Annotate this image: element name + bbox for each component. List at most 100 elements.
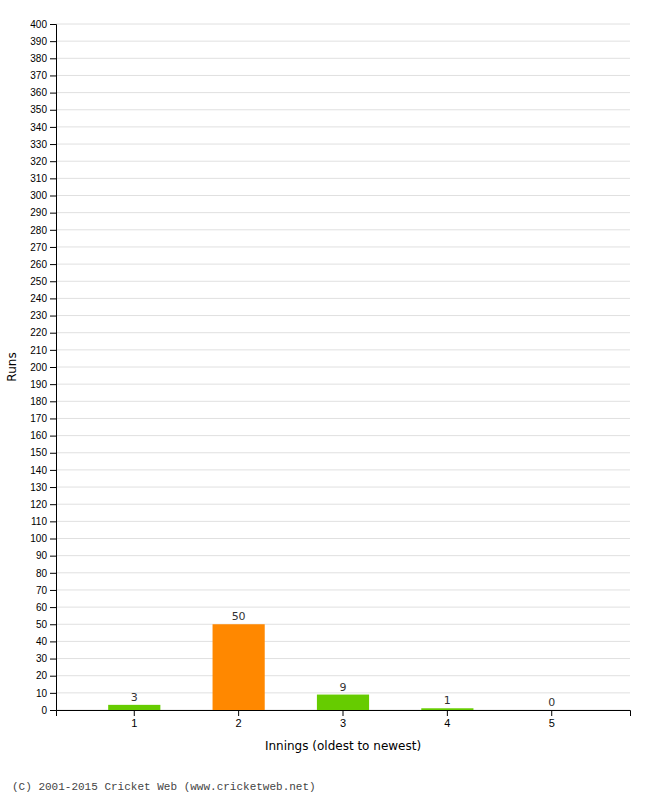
y-tick-label: 120 (30, 499, 47, 510)
y-tick: 130 (30, 482, 56, 493)
y-tick-mark (50, 573, 56, 574)
x-tick-mark (238, 710, 239, 716)
y-axis-line (50, 25, 57, 711)
y-tick-mark (50, 436, 56, 437)
grid-line (56, 641, 630, 642)
y-tick: 390 (30, 36, 56, 47)
grid-line (56, 367, 630, 368)
x-tick-mark (551, 710, 552, 716)
y-tick: 380 (30, 53, 56, 64)
y-tick: 350 (30, 104, 56, 115)
y-tick: 370 (30, 70, 56, 81)
y-tick-label: 400 (30, 19, 47, 30)
y-tick-label: 200 (30, 362, 47, 373)
x-tick: 5 (549, 710, 555, 729)
grid-line (56, 384, 630, 385)
y-tick-mark (50, 487, 56, 488)
y-tick: 40 (36, 636, 56, 647)
data-label: 3 (131, 691, 138, 704)
y-tick-label: 50 (36, 619, 48, 630)
grid-line (56, 418, 630, 419)
grid-line (56, 658, 630, 659)
chart: 0102030405060708090100110120130140150160… (0, 0, 650, 800)
grid-line (56, 178, 630, 179)
x-tick-label: 3 (340, 717, 346, 729)
y-tick-mark (50, 590, 56, 591)
y-tick-mark (50, 693, 56, 694)
y-tick-label: 100 (30, 533, 47, 544)
grid-line (56, 58, 630, 59)
y-tick: 220 (30, 327, 56, 338)
y-tick-label: 140 (30, 465, 47, 476)
bar (526, 710, 578, 711)
x-tick: 1 (131, 710, 137, 729)
grid-line (56, 521, 630, 522)
y-tick-label: 260 (30, 259, 47, 270)
y-tick-mark (50, 607, 56, 608)
y-tick-mark (50, 161, 56, 162)
y-tick-mark (50, 350, 56, 351)
y-tick-mark (50, 401, 56, 402)
x-tick: 3 (340, 710, 346, 729)
data-label: 9 (340, 681, 347, 694)
y-tick-label: 240 (30, 293, 47, 304)
x-tick-label: 1 (131, 717, 137, 729)
y-tick: 150 (30, 447, 56, 458)
x-tick-mark (343, 710, 344, 716)
x-tick-label: 4 (444, 717, 450, 729)
x-tick-mark (134, 710, 135, 716)
y-tick-mark (50, 281, 56, 282)
grid-line (56, 589, 630, 590)
y-tick-label: 390 (30, 36, 47, 47)
x-axis-title: Innings (oldest to newest) (265, 739, 421, 753)
x-axis: 12345 (57, 710, 631, 729)
grid-line (56, 572, 630, 573)
y-tick-label: 270 (30, 242, 47, 253)
y-tick-mark (50, 213, 56, 214)
grid-line (56, 315, 630, 316)
y-tick: 230 (30, 310, 56, 321)
y-tick: 60 (36, 602, 56, 613)
y-tick: 90 (36, 550, 56, 561)
y-tick: 110 (31, 516, 56, 527)
grid-line (56, 161, 630, 162)
grid-line (56, 109, 630, 110)
y-tick-label: 220 (30, 327, 47, 338)
y-tick: 240 (30, 293, 56, 304)
y-tick-label: 40 (36, 636, 48, 647)
y-tick-label: 350 (30, 104, 47, 115)
grid-line (56, 401, 630, 402)
y-tick-label: 320 (30, 156, 47, 167)
y-tick-mark (50, 659, 56, 660)
y-tick-mark (50, 93, 56, 94)
grid-line (56, 435, 630, 436)
bar (213, 624, 265, 710)
y-tick-mark (50, 144, 56, 145)
y-tick-label: 30 (36, 653, 48, 664)
y-tick: 210 (30, 345, 56, 356)
y-tick-label: 280 (30, 225, 47, 236)
y-tick: 330 (30, 139, 56, 150)
y-tick-label: 110 (31, 516, 47, 527)
y-tick: 260 (30, 259, 56, 270)
y-tick: 170 (30, 413, 56, 424)
y-tick-mark (50, 127, 56, 128)
y-tick-mark (50, 676, 56, 677)
y-tick-label: 330 (30, 139, 47, 150)
data-label: 0 (548, 696, 555, 709)
bar (108, 705, 160, 710)
y-tick-mark (50, 230, 56, 231)
y-tick: 10 (36, 688, 56, 699)
y-tick: 360 (30, 87, 56, 98)
grid-line (56, 212, 630, 213)
y-tick: 190 (30, 379, 56, 390)
y-tick-mark (50, 247, 56, 248)
y-tick: 400 (30, 19, 56, 30)
y-tick-label: 130 (30, 482, 47, 493)
y-tick-mark (50, 418, 56, 419)
y-tick: 280 (30, 225, 56, 236)
y-tick: 250 (30, 276, 56, 287)
grid-line (56, 349, 630, 350)
y-tick-label: 90 (36, 550, 48, 561)
x-tick-mark (447, 710, 448, 716)
